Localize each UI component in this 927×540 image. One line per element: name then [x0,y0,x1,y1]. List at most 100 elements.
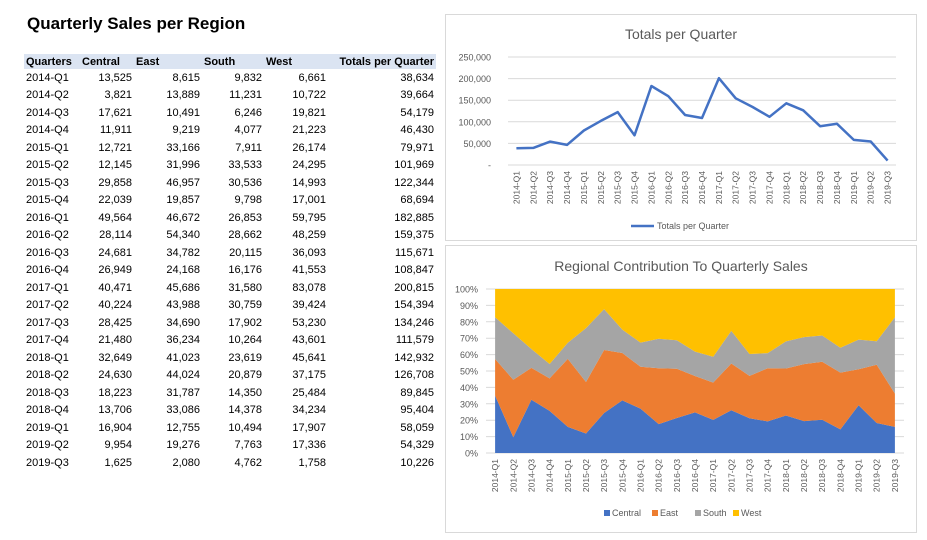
table-cell: 31,580 [228,281,262,294]
table-cell: 28,662 [228,229,262,242]
table-cell: 38,634 [400,71,434,84]
table-cell: 12,755 [166,421,200,434]
table-cell: 30,536 [228,176,262,189]
table-cell: 2019-Q2 [26,439,69,452]
table-cell: 2015-Q1 [26,141,69,154]
table-cell: 36,093 [292,246,326,259]
table-cell: 16,176 [228,264,262,277]
table-row: 2014-Q4 11,911 9,219 4,077 21,223 46,430 [24,122,436,140]
table-cell: 37,175 [292,369,326,382]
table-cell: 1,625 [104,456,132,469]
x-tick-label: 2016-Q1 [635,459,645,492]
x-tick-label: 2016-Q4 [690,459,700,492]
table-cell: 29,858 [98,176,132,189]
table-cell: 21,480 [98,334,132,347]
x-tick-label: 2019-Q3 [890,459,900,492]
table-cell: 39,664 [400,89,434,102]
table-cell: 83,078 [292,281,326,294]
y-tick-label: 10% [460,432,478,442]
legend-swatch [733,510,739,516]
table-cell: 12,145 [98,159,132,172]
area-series-south [495,309,895,394]
x-tick-label: 2015-Q3 [599,459,609,492]
table-cell: 41,553 [292,264,326,277]
y-tick-label: 50% [460,367,478,377]
table-row: 2017-Q2 40,224 43,988 30,759 39,424 154,394 [24,297,436,315]
x-tick-label: 2016-Q2 [663,171,673,204]
table-cell: 95,404 [400,404,434,417]
legend-swatch [604,510,610,516]
table-cell: 10,494 [228,421,262,434]
table-cell: 33,086 [166,404,200,417]
legend-label: Totals per Quarter [657,221,729,231]
table-cell: 11,231 [229,89,262,102]
table-cell: 2018-Q1 [26,351,69,364]
table-header-row: Quarters Central East South West Totals … [24,54,436,69]
table-cell: 2018-Q2 [26,369,69,382]
table-row: 2014-Q3 17,621 10,491 6,246 19,821 54,179 [24,104,436,122]
area-series-east [495,350,895,438]
table-cell: 142,932 [394,351,434,364]
table-cell: 19,276 [166,439,200,452]
legend-label: East [660,508,679,518]
line-chart-title: Totals per Quarter [625,26,737,42]
table-cell: 8,615 [172,71,200,84]
x-tick-label: 2017-Q1 [714,171,724,204]
table-cell: 2019-Q3 [26,456,69,469]
table-cell: 11,911 [99,124,132,137]
table-cell: 58,059 [400,421,434,434]
table-cell: 2017-Q2 [26,299,69,312]
table-cell: 25,484 [292,386,326,399]
x-tick-label: 2014-Q4 [545,459,555,492]
x-tick-label: 2015-Q1 [563,459,573,492]
x-tick-label: 2018-Q1 [781,459,791,492]
table-cell: 44,024 [166,369,200,382]
table-cell: 34,782 [166,246,200,259]
x-tick-label: 2014-Q4 [562,171,572,204]
table-cell: 36,234 [166,334,200,347]
table-row: 2015-Q4 22,039 19,857 9,798 17,001 68,694 [24,192,436,210]
table-cell: 2014-Q1 [26,71,69,84]
table-cell: 20,115 [229,246,262,259]
x-tick-label: 2014-Q3 [526,459,536,492]
x-tick-label: 2016-Q3 [672,459,682,492]
x-tick-label: 2014-Q2 [528,171,538,204]
totals-line-chart-panel: Totals per Quarter - 50,000 100,000 150,000 2… [445,14,917,241]
x-tick-label: 2015-Q2 [581,459,591,492]
page-title: Quarterly Sales per Region [27,14,246,33]
table-cell: 45,686 [166,281,200,294]
y-tick-label: 250,000 [458,53,491,63]
x-tick-label: 2017-Q2 [731,171,741,204]
table-cell: 13,889 [166,89,200,102]
table-cell: 22,039 [98,194,132,207]
table-cell: 24,168 [166,264,200,277]
table-cell: 39,424 [292,299,326,312]
y-tick-label: 50,000 [463,139,491,149]
table-cell: 17,902 [228,316,262,329]
x-tick-label: 2014-Q1 [490,459,500,492]
table-cell: 19,857 [166,194,200,207]
table-row: 2016-Q4 26,949 24,168 16,176 41,553 108,847 [24,262,436,280]
table-cell: 59,795 [292,211,326,224]
legend-label: South [703,508,727,518]
area-series-west [495,289,895,364]
y-tick-label: 40% [460,383,478,393]
table-cell: 41,023 [166,351,200,364]
x-tick-label: 2019-Q2 [872,459,882,492]
table-cell: 24,295 [292,159,326,172]
header-totals: Totals per Quarter [328,54,436,69]
table-cell: 31,787 [166,386,200,399]
table-cell: 33,166 [166,141,200,154]
x-tick-label: 2019-Q3 [883,171,893,204]
y-tick-label: - [488,161,491,171]
table-cell: 43,988 [166,299,200,312]
table-cell: 2016-Q2 [26,229,69,242]
table-cell: 154,394 [394,299,434,312]
table-cell: 3,821 [104,89,132,102]
table-body: 2014-Q1 13,525 8,615 9,832 6,661 38,634 2014-Q… [24,69,436,472]
table-cell: 54,329 [400,439,434,452]
table-cell: 28,425 [98,316,132,329]
table-cell: 14,993 [292,176,326,189]
table-cell: 26,949 [98,264,132,277]
x-tick-label: 2017-Q4 [764,171,774,204]
